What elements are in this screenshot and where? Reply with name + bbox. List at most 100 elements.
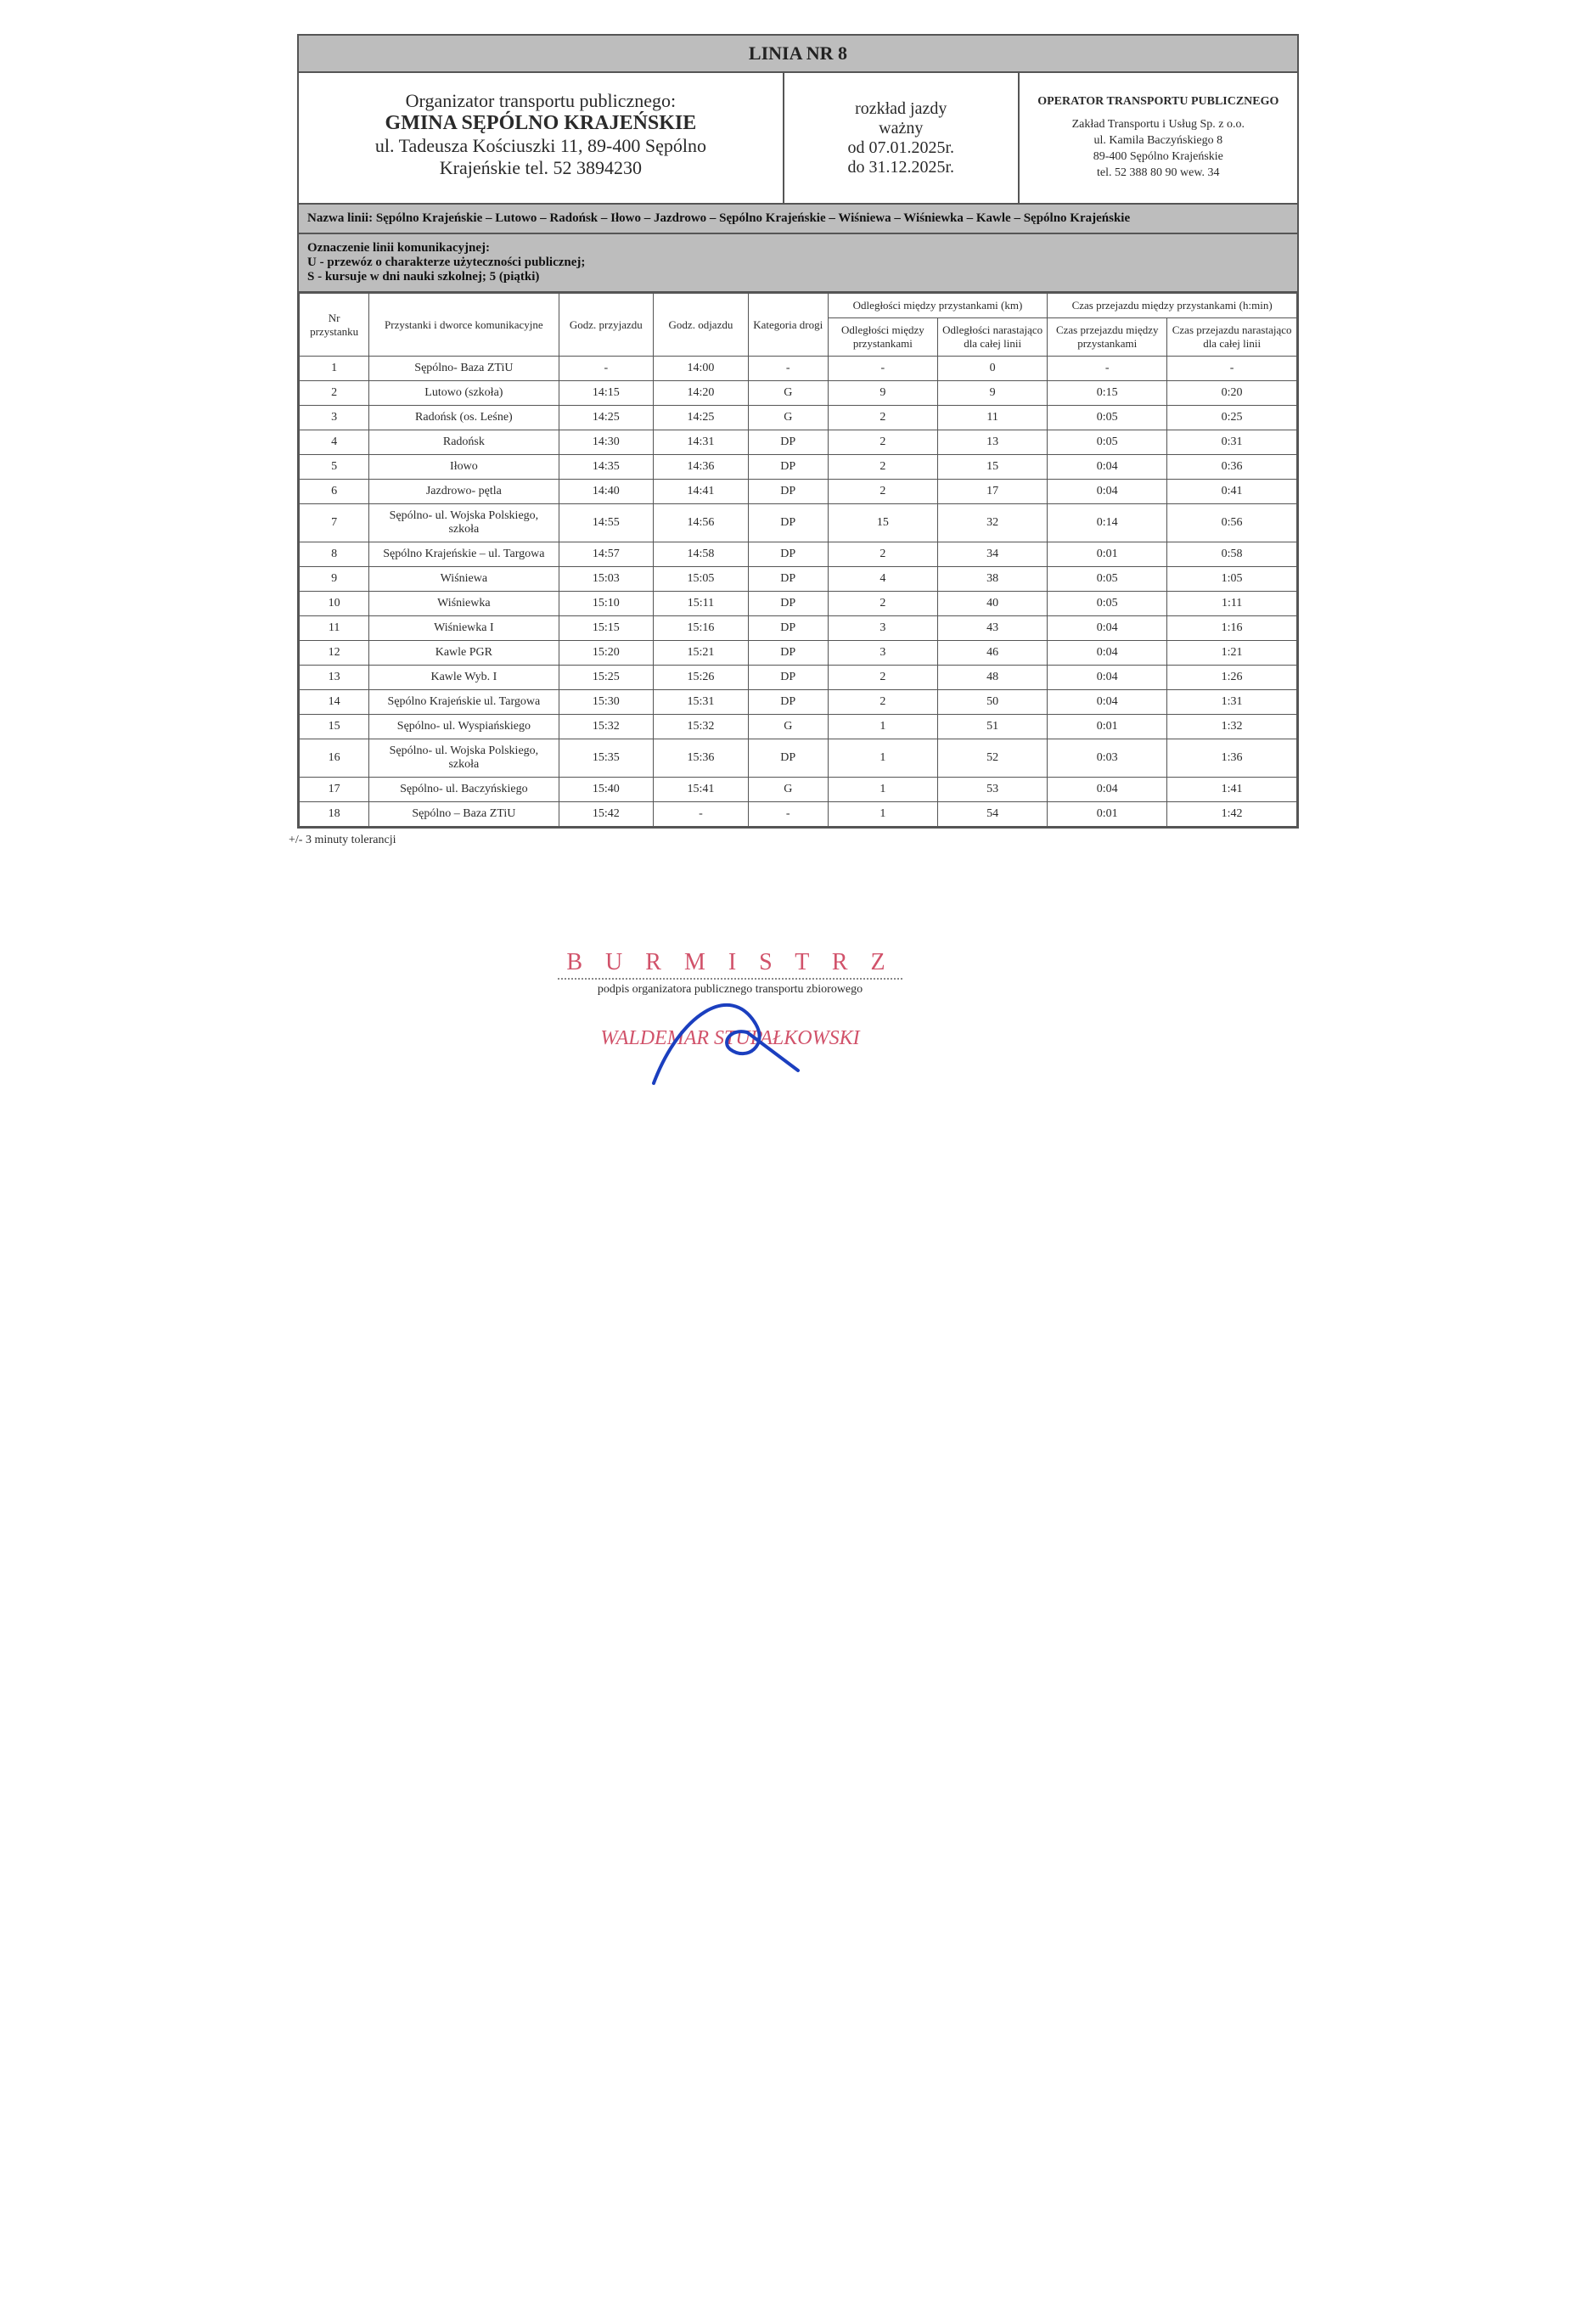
cell-nr: 1 <box>300 357 369 381</box>
cell-dc: 38 <box>938 567 1048 592</box>
cell-dep: 14:20 <box>654 381 749 406</box>
cell-tc: 0:56 <box>1167 504 1297 542</box>
cell-road: DP <box>748 567 828 592</box>
table-row: 17Sępólno- ul. Baczyńskiego15:4015:41G15… <box>300 778 1297 802</box>
validity-l4: do 31.12.2025r. <box>793 158 1009 177</box>
line-title: LINIA NR 8 <box>299 36 1297 73</box>
cell-road: G <box>748 715 828 739</box>
cell-db: 1 <box>828 739 937 778</box>
cell-tc: 1:31 <box>1167 690 1297 715</box>
table-row: 6Jazdrowo- pętla14:4014:41DP2170:040:41 <box>300 480 1297 504</box>
route-name-band: Nazwa linii: Sępólno Krajeńskie – Lutowo… <box>299 205 1297 234</box>
cell-tc: 1:36 <box>1167 739 1297 778</box>
cell-db: 2 <box>828 666 937 690</box>
table-row: 14Sępólno Krajeńskie ul. Targowa15:3015:… <box>300 690 1297 715</box>
cell-tc: 1:26 <box>1167 666 1297 690</box>
cell-stop: Wiśniewka <box>369 592 559 616</box>
cell-dep: 14:56 <box>654 504 749 542</box>
validity-l1: rozkład jazdy <box>793 99 1009 119</box>
cell-arr: 15:20 <box>559 641 654 666</box>
cell-arr: 14:57 <box>559 542 654 567</box>
operator-l1: Zakład Transportu i Usług Sp. z o.o. <box>1026 117 1290 133</box>
cell-db: 4 <box>828 567 937 592</box>
cell-nr: 14 <box>300 690 369 715</box>
cell-dc: 48 <box>938 666 1048 690</box>
cell-road: DP <box>748 739 828 778</box>
table-row: 11Wiśniewka I15:1515:16DP3430:041:16 <box>300 616 1297 641</box>
cell-tb: 0:14 <box>1048 504 1167 542</box>
cell-db: 2 <box>828 592 937 616</box>
cell-tb: 0:04 <box>1048 616 1167 641</box>
cell-nr: 5 <box>300 455 369 480</box>
cell-tb: 0:04 <box>1048 480 1167 504</box>
cell-tb: 0:03 <box>1048 739 1167 778</box>
codes-l3: S - kursuje w dni nauki szkolnej; 5 (pią… <box>307 270 1289 284</box>
cell-road: G <box>748 381 828 406</box>
cell-dc: 13 <box>938 430 1048 455</box>
cell-dc: 11 <box>938 406 1048 430</box>
cell-road: DP <box>748 690 828 715</box>
timetable-document: LINIA NR 8 Organizator transportu public… <box>297 34 1299 829</box>
table-row: 13Kawle Wyb. I15:2515:26DP2480:041:26 <box>300 666 1297 690</box>
cell-road: DP <box>748 542 828 567</box>
table-row: 15Sępólno- ul. Wyspiańskiego15:3215:32G1… <box>300 715 1297 739</box>
col-nr: Nr przystanku <box>300 294 369 357</box>
cell-road: G <box>748 778 828 802</box>
cell-stop: Kawle PGR <box>369 641 559 666</box>
cell-db: 1 <box>828 802 937 827</box>
cell-nr: 13 <box>300 666 369 690</box>
cell-dc: 40 <box>938 592 1048 616</box>
cell-road: DP <box>748 455 828 480</box>
cell-stop: Lutowo (szkoła) <box>369 381 559 406</box>
cell-db: 9 <box>828 381 937 406</box>
cell-tc: 1:42 <box>1167 802 1297 827</box>
cell-arr: 15:35 <box>559 739 654 778</box>
cell-stop: Radońsk <box>369 430 559 455</box>
cell-dep: 15:36 <box>654 739 749 778</box>
codes-band: Oznaczenie linii komunikacyjnej: U - prz… <box>299 234 1297 293</box>
cell-nr: 7 <box>300 504 369 542</box>
cell-tb: 0:05 <box>1048 567 1167 592</box>
signature-title: B U R M I S T R Z <box>558 949 902 980</box>
cell-tb: 0:15 <box>1048 381 1167 406</box>
operator-block: OPERATOR TRANSPORTU PUBLICZNEGO Zakład T… <box>1020 73 1297 203</box>
cell-nr: 4 <box>300 430 369 455</box>
cell-arr: 15:25 <box>559 666 654 690</box>
cell-tb: - <box>1048 357 1167 381</box>
col-time-group: Czas przejazdu między przystankami (h:mi… <box>1048 294 1297 318</box>
cell-tc: 1:11 <box>1167 592 1297 616</box>
cell-tc: - <box>1167 357 1297 381</box>
validity-l2: ważny <box>793 119 1009 138</box>
col-dist-group: Odległości między przystankami (km) <box>828 294 1048 318</box>
cell-tb: 0:05 <box>1048 406 1167 430</box>
cell-dep: 15:05 <box>654 567 749 592</box>
cell-tb: 0:01 <box>1048 802 1167 827</box>
table-row: 8Sępólno Krajeńskie – ul. Targowa14:5714… <box>300 542 1297 567</box>
cell-road: - <box>748 357 828 381</box>
table-row: 2Lutowo (szkoła)14:1514:20G990:150:20 <box>300 381 1297 406</box>
cell-dep: 14:41 <box>654 480 749 504</box>
cell-tc: 0:25 <box>1167 406 1297 430</box>
cell-tb: 0:04 <box>1048 778 1167 802</box>
cell-tb: 0:04 <box>1048 641 1167 666</box>
cell-arr: 14:30 <box>559 430 654 455</box>
cell-dc: 17 <box>938 480 1048 504</box>
codes-l2: U - przewóz o charakterze użyteczności p… <box>307 256 1289 270</box>
cell-stop: Sępólno- ul. Wyspiańskiego <box>369 715 559 739</box>
cell-stop: Wiśniewa <box>369 567 559 592</box>
cell-dc: 53 <box>938 778 1048 802</box>
table-row: 18Sępólno – Baza ZTiU15:42--1540:011:42 <box>300 802 1297 827</box>
cell-road: DP <box>748 641 828 666</box>
cell-db: 2 <box>828 430 937 455</box>
cell-dep: - <box>654 802 749 827</box>
col-stop: Przystanki i dworce komunikacyjne <box>369 294 559 357</box>
cell-road: DP <box>748 480 828 504</box>
cell-road: G <box>748 406 828 430</box>
cell-arr: 15:03 <box>559 567 654 592</box>
cell-nr: 3 <box>300 406 369 430</box>
cell-tb: 0:04 <box>1048 690 1167 715</box>
cell-nr: 2 <box>300 381 369 406</box>
cell-road: DP <box>748 430 828 455</box>
validity-block: rozkład jazdy ważny od 07.01.2025r. do 3… <box>784 73 1020 203</box>
tolerance-note: +/- 3 minuty tolerancji <box>34 829 1562 847</box>
